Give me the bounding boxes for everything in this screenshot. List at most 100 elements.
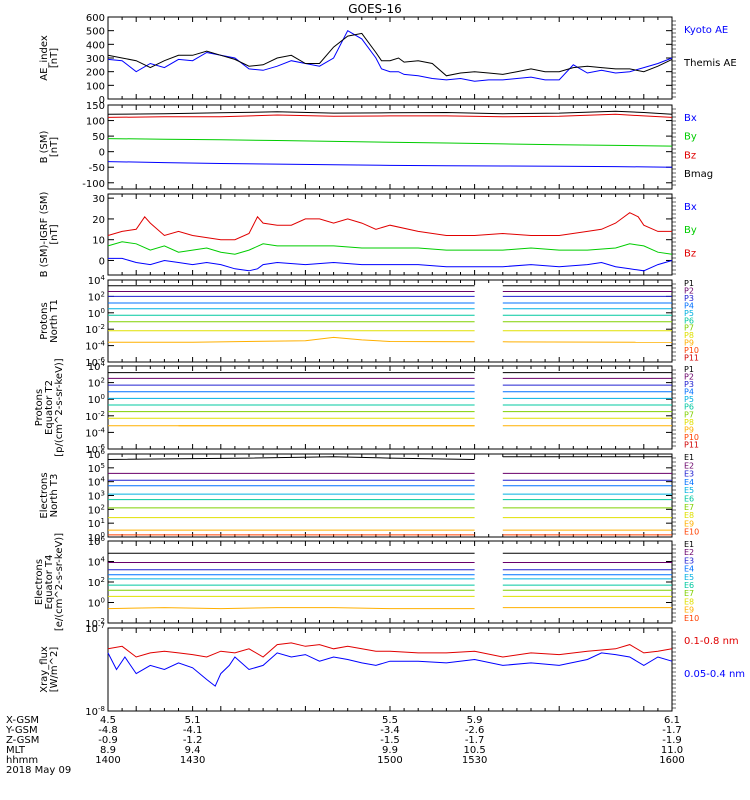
footer-value: 8.9 — [100, 745, 116, 756]
legend-item: Bx — [684, 113, 697, 124]
y-axis-label: [p/(cm^2-s-sr-keV)] — [54, 358, 65, 457]
legend-item: E8 — [684, 511, 694, 520]
y-axis-label: [nT] — [49, 137, 60, 157]
plot-title: GOES-16 — [348, 2, 402, 16]
legend-item: E3 — [684, 556, 694, 565]
legend-item: P1 — [684, 365, 694, 374]
y-axis-label: [e/(cm^2-s-sr-keV)] — [54, 533, 65, 631]
legend-item: E10 — [684, 614, 699, 623]
y-tick-label: 10-7 — [85, 622, 105, 635]
y-tick-label: 105 — [88, 462, 105, 475]
legend-item: P11 — [684, 354, 699, 363]
y-tick-label: 100 — [88, 597, 105, 610]
legend-item: P5 — [684, 395, 694, 404]
legend-item: P2 — [684, 373, 694, 382]
legend-item: P3 — [684, 294, 694, 303]
legend-item: P4 — [684, 388, 694, 397]
series-line-bx — [107, 161, 673, 168]
y-tick-label: 10-2 — [85, 323, 105, 336]
legend-item: P6 — [684, 316, 694, 325]
legend-item: P2 — [684, 286, 694, 295]
legend-item: P10 — [684, 433, 699, 442]
y-tick-label: 400 — [86, 40, 105, 51]
y-tick-label: 104 — [88, 476, 106, 489]
legend-item: E10 — [684, 528, 699, 537]
legend-item: Bz — [684, 150, 696, 161]
y-axis-label: [nT] — [49, 224, 60, 244]
series-line-bx — [108, 257, 673, 272]
footer-value: -2.6 — [465, 725, 485, 736]
legend-item: P10 — [684, 346, 699, 355]
y-tick-label: 100 — [86, 81, 105, 92]
legend-item: P3 — [684, 380, 694, 389]
y-axis-label: Equator T4 — [44, 555, 55, 610]
legend-item: P7 — [684, 324, 694, 333]
legend-item: P5 — [684, 309, 694, 318]
legend-item: P1 — [684, 279, 694, 288]
legend-item: P9 — [684, 339, 694, 348]
footer-value: -1.9 — [662, 735, 682, 746]
y-tick-label: 10-6 — [85, 443, 105, 456]
footer-row-label: Z-GSM — [6, 735, 39, 746]
y-tick-label: 100 — [88, 531, 105, 544]
legend-item: Kyoto AE — [684, 25, 728, 36]
y-axis-label: Electrons — [39, 472, 50, 518]
y-axis-label: AE_index — [39, 35, 50, 81]
panel-frame — [107, 453, 673, 538]
y-tick-label: 10-6 — [85, 356, 105, 369]
footer-value: -1.7 — [465, 735, 485, 746]
legend-item: E7 — [684, 589, 694, 598]
legend-item: P4 — [684, 301, 694, 310]
y-tick-label: 150 — [86, 101, 105, 112]
y-tick-label: 600 — [86, 13, 105, 24]
series-line-e9 — [107, 607, 475, 610]
series-line-by — [107, 138, 673, 147]
footer-value: 5.9 — [467, 715, 483, 726]
series-line-0.05-0.4 nm — [107, 652, 673, 687]
footer-row-label: 2018 May 09 — [6, 765, 71, 776]
y-tick-label: 102 — [88, 377, 105, 390]
legend-item: 0.1-0.8 nm — [684, 636, 739, 647]
series-line-bz — [107, 113, 673, 118]
legend-item: P9 — [684, 425, 694, 434]
y-axis-label: Equator T2 — [44, 380, 55, 435]
footer-value: -1.7 — [662, 725, 682, 736]
legend-item: By — [684, 225, 697, 236]
y-axis-label: Electrons — [34, 559, 45, 605]
series-line-e1 — [107, 456, 475, 460]
footer-value: 1500 — [377, 755, 402, 766]
legend-item: E4 — [684, 565, 694, 574]
series-line-kyoto ae — [107, 30, 673, 82]
y-axis-label: [nT] — [49, 48, 60, 68]
y-tick-label: 102 — [88, 503, 105, 516]
legend-item: E3 — [684, 470, 694, 479]
legend-item: Bx — [684, 202, 697, 213]
footer-value: 5.1 — [185, 715, 201, 726]
y-tick-label: 100 — [88, 307, 105, 320]
legend-item: E2 — [684, 461, 694, 470]
legend-item: E1 — [684, 453, 694, 462]
footer-value: 1430 — [180, 755, 205, 766]
y-axis-label: B (SM)-IGRF (SM) — [39, 192, 50, 278]
panel-frame — [107, 627, 673, 712]
panel-frame — [107, 16, 673, 100]
legend-item: Bz — [684, 248, 696, 259]
y-tick-label: 500 — [86, 27, 105, 38]
legend-item: E5 — [684, 573, 694, 582]
series-line-0.1-0.8 nm — [107, 642, 673, 658]
footer-value: 5.5 — [382, 715, 398, 726]
legend-item: E1 — [684, 540, 694, 549]
legend-item: 0.05-0.4 nm — [684, 669, 745, 680]
series-line-by — [107, 241, 673, 255]
legend-item: P7 — [684, 410, 694, 419]
y-tick-label: 100 — [86, 117, 105, 128]
y-tick-label: -100 — [82, 179, 105, 190]
y-tick-label: 102 — [88, 576, 105, 589]
footer-value: -4.8 — [98, 725, 118, 736]
footer-row-label: hhmm — [6, 755, 38, 766]
y-tick-label: 10 — [92, 236, 105, 247]
footer-value: -1.2 — [183, 735, 203, 746]
y-tick-label: 10-8 — [85, 705, 105, 718]
y-tick-label: 10-4 — [85, 340, 105, 353]
y-tick-label: 0 — [99, 148, 105, 159]
